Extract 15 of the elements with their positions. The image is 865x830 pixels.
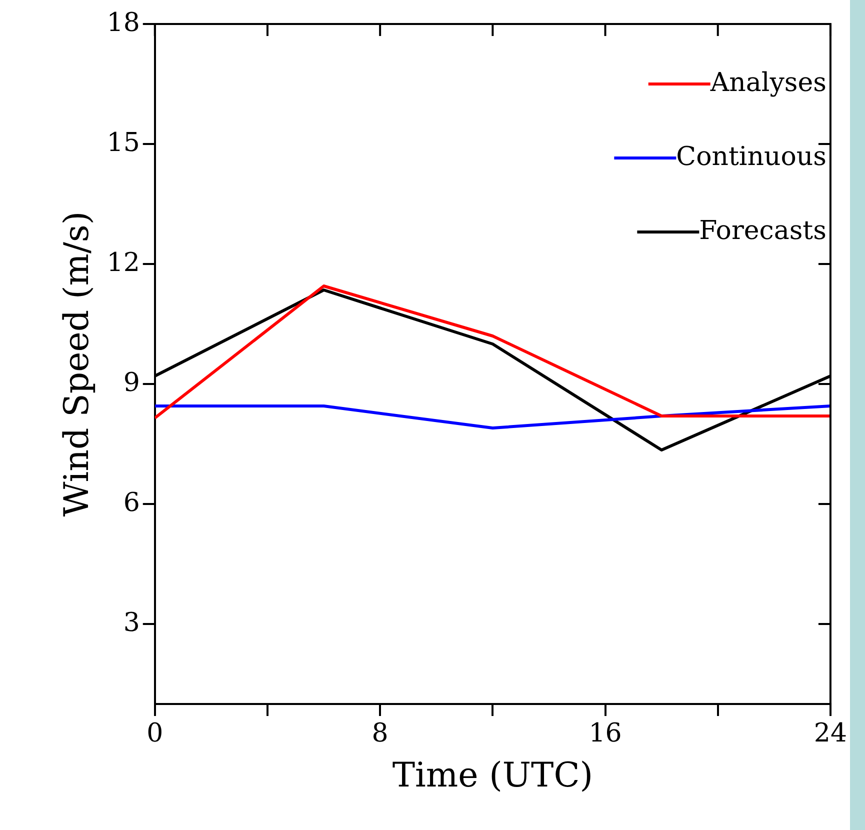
legend-label: Continuous [676,142,826,172]
legend-label: Forecasts [699,216,826,246]
y-tick-label: 9 [123,368,140,398]
y-tick-label: 12 [106,248,140,278]
y-tick-label: 3 [123,608,140,638]
x-tick-label: 16 [588,718,622,748]
y-tick-label: 6 [123,488,140,518]
y-tick-label: 15 [106,128,140,158]
y-axis-title: Wind Speed (m/s) [57,211,98,517]
legend-label: Analyses [709,68,826,98]
x-tick-label: 0 [146,718,164,748]
x-tick-label: 24 [814,718,848,748]
x-tick-label: 8 [372,718,388,748]
x-axis-title: Time (UTC) [392,755,593,796]
y-tick-label: 18 [106,8,140,38]
